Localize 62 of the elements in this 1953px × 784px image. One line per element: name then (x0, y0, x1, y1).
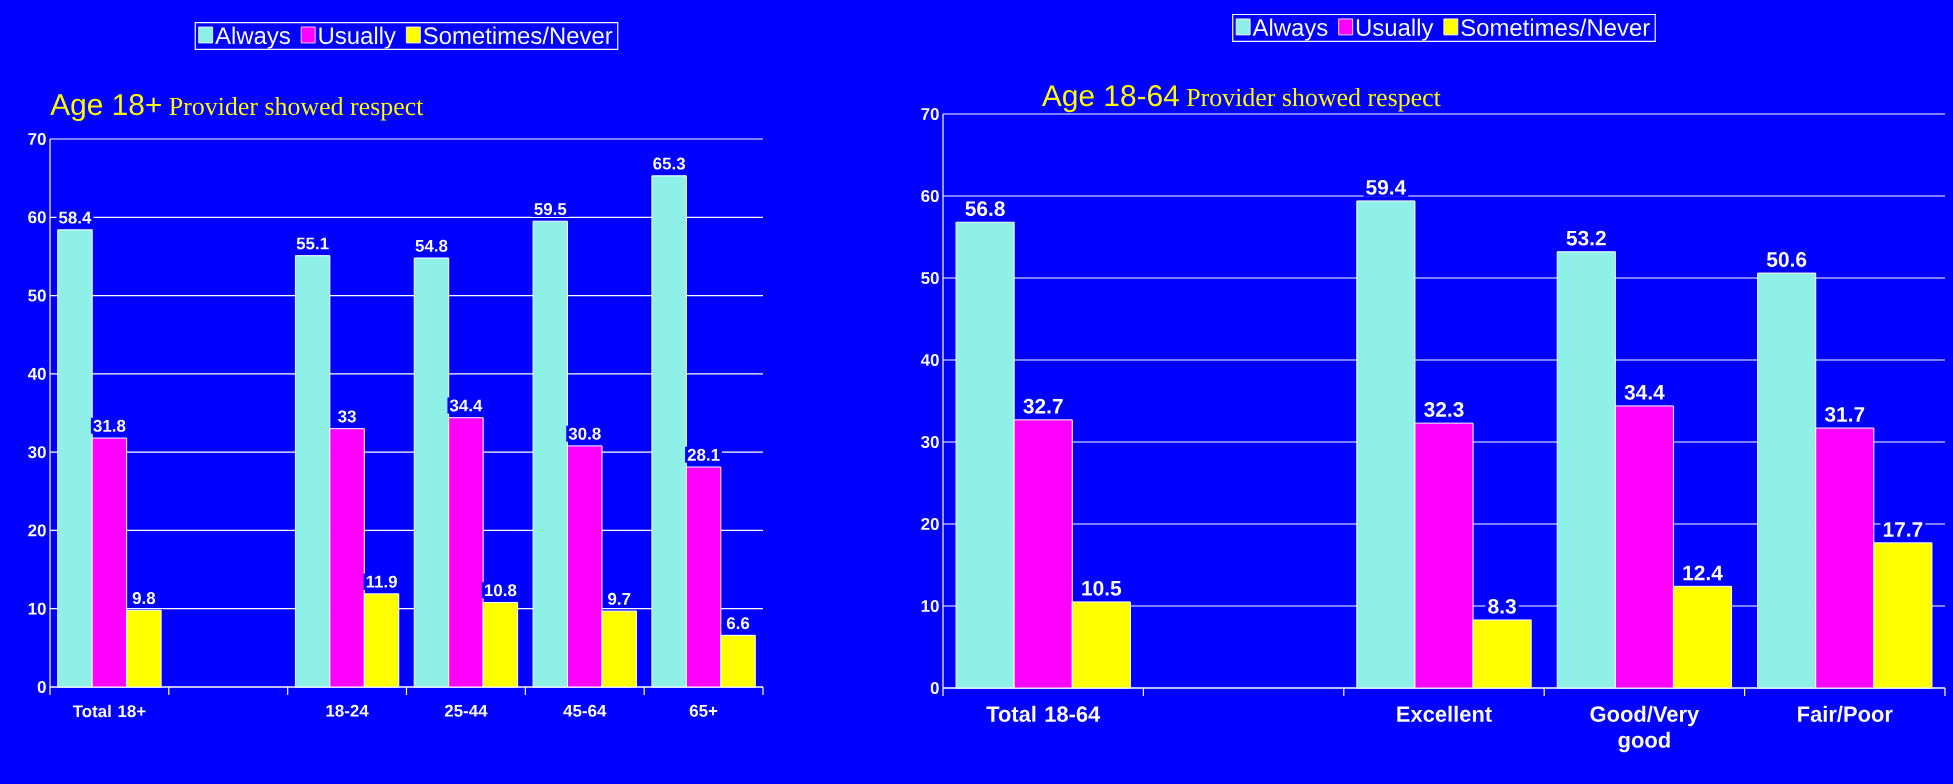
data-label: 9.7 (608, 592, 631, 605)
y-tick-label: 40 (27, 367, 46, 380)
y-tick-label: 10 (921, 600, 939, 613)
data-label: 65.3 (653, 157, 685, 170)
data-label: 34.4 (1624, 384, 1665, 400)
x-tick-label: Excellent (1397, 705, 1492, 722)
data-label: 9.8 (132, 592, 156, 605)
y-tick-label: 40 (920, 354, 939, 367)
y-tick-label: 10 (28, 602, 46, 615)
x-tick-label: 45-64 (563, 704, 607, 717)
x-tick-label: 18-24 (326, 704, 369, 717)
y-tick-label: 70 (921, 108, 939, 120)
data-label: 12.4 (1683, 565, 1723, 581)
data-label: 31.8 (93, 419, 126, 432)
legend-label: Sometimes/Never (423, 26, 613, 45)
x-tick-label: Total 18-64 (986, 705, 1101, 722)
y-tick-label: 0 (930, 682, 939, 695)
data-label: 30.8 (568, 427, 601, 440)
x-tick-label: Good/Very good (1590, 705, 1700, 753)
x-tick-label: 25-44 (444, 704, 488, 717)
x-tick-label: 65+ (689, 704, 718, 717)
data-label: 34.4 (449, 399, 483, 412)
y-tick-label: 0 (37, 681, 46, 693)
data-label: 55.1 (296, 237, 329, 250)
data-label: 53.2 (1566, 230, 1606, 246)
legend-label: Usually (1356, 18, 1434, 41)
chart-subtitle: Provider showed respect (1186, 87, 1441, 112)
y-tick-label: 50 (28, 289, 46, 302)
data-label: 28.1 (687, 448, 720, 461)
legend-label: Usually (319, 26, 396, 49)
data-label: 54.8 (415, 239, 448, 252)
x-tick-label: Fair/Poor (1798, 705, 1893, 723)
y-tick-label: 30 (921, 436, 939, 449)
legend-label: Always (1252, 18, 1328, 41)
data-label: 58.4 (58, 211, 92, 224)
data-label: 56.8 (965, 201, 1005, 217)
data-label: 59.4 (1366, 179, 1407, 195)
y-tick-label: 60 (28, 211, 46, 224)
data-label: 33 (338, 410, 356, 423)
data-label: 17.7 (1883, 522, 1923, 537)
y-tick-label: 30 (28, 446, 46, 459)
y-tick-label: 50 (921, 272, 939, 285)
data-label: 32.7 (1023, 398, 1063, 414)
data-label: 59.5 (534, 203, 567, 216)
data-label: 50.6 (1766, 252, 1807, 267)
y-tick-label: 20 (28, 524, 46, 537)
data-label: 6.6 (726, 617, 750, 630)
chart-subtitle: Provider showed respect (169, 96, 424, 121)
data-label: 32.3 (1424, 402, 1464, 417)
data-label: 8.3 (1488, 598, 1516, 614)
y-tick-label: 20 (921, 518, 939, 531)
data-label: 10.8 (484, 584, 517, 597)
data-label: 10.5 (1082, 580, 1122, 596)
y-tick-label: 60 (921, 190, 939, 203)
y-tick-label: 70 (28, 133, 46, 145)
chart-title: Age 18-64 (1041, 85, 1179, 113)
data-label: 11.9 (366, 575, 397, 588)
legend-label: Sometimes/Never (1461, 18, 1650, 37)
data-label: 31.7 (1824, 407, 1865, 422)
chart-title: Age 18+ (50, 94, 161, 122)
x-tick-label: Total 18+ (72, 704, 146, 718)
legend-label: Always (215, 26, 290, 49)
